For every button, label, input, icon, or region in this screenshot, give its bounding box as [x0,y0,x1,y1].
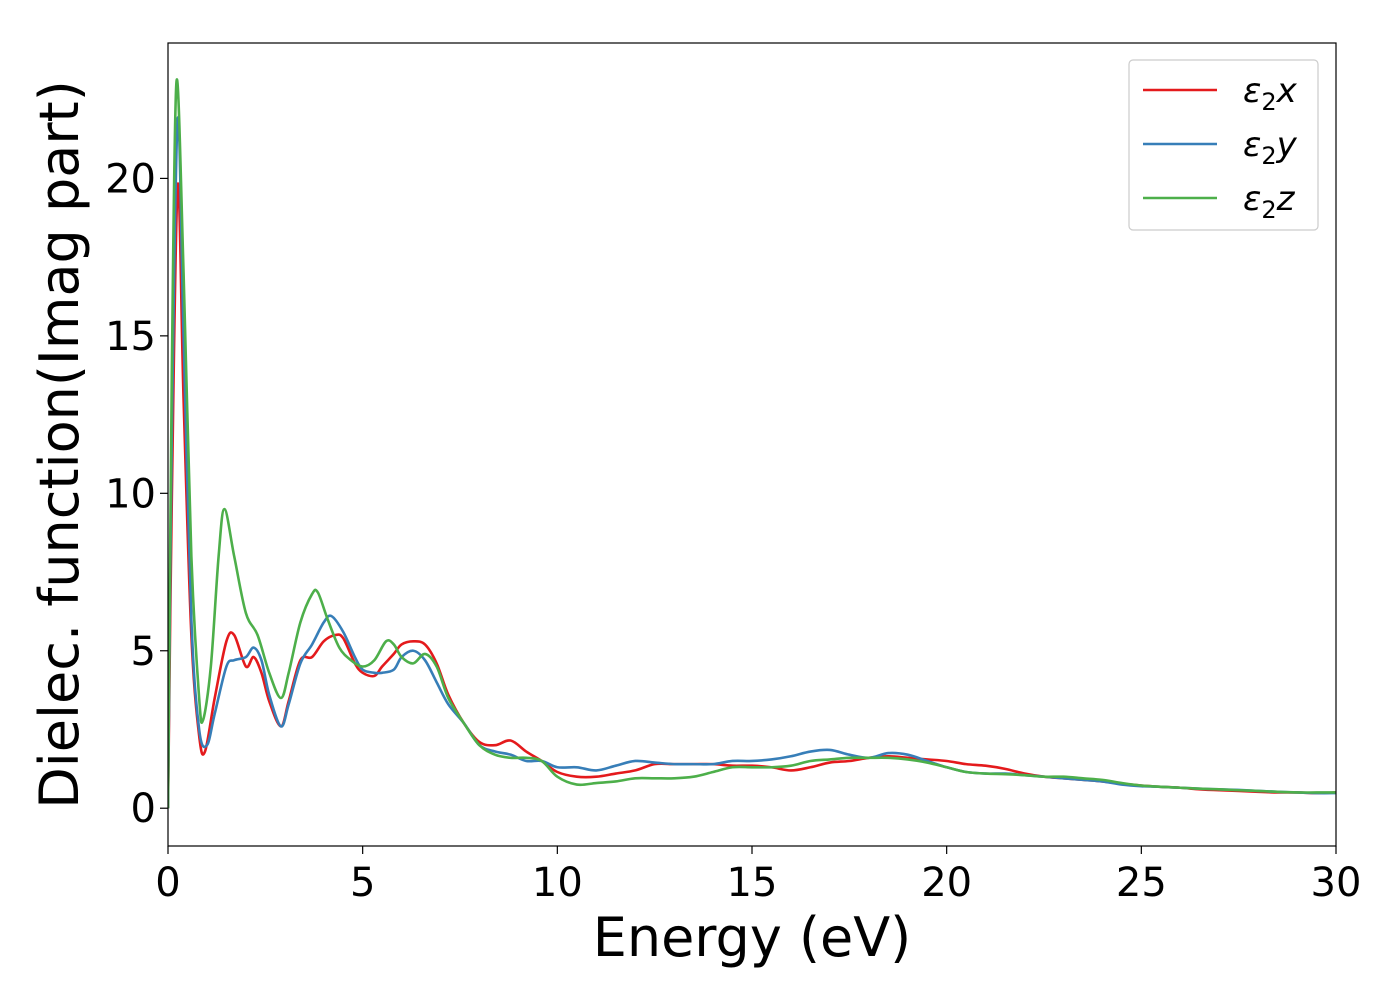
x-tick-label: 25 [1116,860,1167,906]
series-lines [168,78,1336,809]
y-tick-label: 20 [105,156,156,202]
y-tick-label: 5 [131,629,156,675]
x-axis-title: Energy (eV) [593,906,912,969]
y-tick-label: 10 [105,471,156,517]
x-tick-label: 5 [350,860,375,906]
x-axis-ticks: 0 5 10 15 20 25 30 [155,846,1361,906]
x-tick-label: 20 [921,860,972,906]
legend-label-z: ε2z [1243,179,1296,224]
x-tick-label: 10 [532,860,583,906]
legend-box [1128,59,1319,231]
series-line-z [168,78,1336,809]
y-axis-title: Dielec. function(Imag part) [28,80,91,809]
series-line-y [168,116,1336,809]
legend-label-y: ε2y [1243,125,1298,170]
x-tick-label: 30 [1311,860,1362,906]
x-tick-label: 15 [727,860,778,906]
legend: ε2x ε2y ε2z [1128,59,1319,231]
y-tick-label: 0 [131,786,156,832]
y-tick-label: 15 [105,314,156,360]
x-tick-label: 0 [155,860,180,906]
y-axis-ticks: 0 5 10 15 20 [105,156,168,832]
legend-label-x: ε2x [1243,71,1298,116]
